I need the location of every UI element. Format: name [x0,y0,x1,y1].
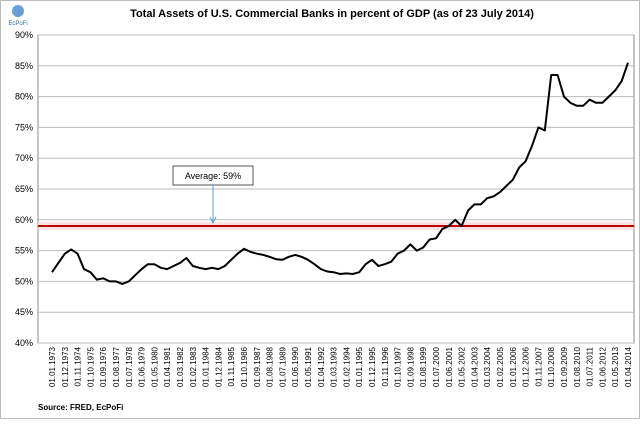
x-tick-label: 01.06.2012 [598,346,607,387]
x-tick-label: 01.10.2008 [547,346,556,387]
x-tick-label: 01.09.2009 [560,346,569,387]
x-tick-label: 01.05.2002 [458,346,467,387]
x-tick-label: 01.07.2011 [586,346,595,386]
y-tick-label: 65% [15,184,33,194]
y-tick-label: 85% [15,61,33,71]
x-tick-label: 01.07.2000 [432,346,441,387]
x-tick-label: 01.03.1993 [330,346,339,387]
x-tick-label: 01.04.2003 [470,346,479,387]
x-tick-label: 01.01.1973 [48,346,57,387]
x-tick-label: 01.04.1981 [163,346,172,387]
x-tick-label: 01.08.1988 [266,346,275,387]
x-tick-label: 01.08.2010 [573,346,582,387]
x-tick-label: 01.06.1990 [291,346,300,387]
x-tick-label: 01.02.1994 [342,346,351,387]
y-tick-label: 70% [15,153,33,163]
x-tick-label: 01.01.1995 [355,346,364,387]
data-line [51,62,629,285]
x-tick-label: 01.05.1980 [150,346,159,387]
x-tick-label: 01.12.1995 [368,346,377,387]
x-tick-label: 01.11.1974 [74,346,83,386]
x-tick-label: 01.12.1973 [61,346,70,387]
y-tick-label: 55% [15,246,33,256]
x-tick-label: 01.07.1989 [278,346,287,387]
y-tick-label: 90% [15,30,33,40]
x-tick-label: 01.09.1976 [99,346,108,387]
x-tick-label: 01.06.2001 [445,346,454,387]
y-tick-label: 45% [15,307,33,317]
x-tick-label: 01.05.2013 [611,346,620,387]
logo: EcPoFi [8,21,27,27]
source: Source: FRED, EcPoFi [38,403,123,412]
x-tick-label: 01.02.1983 [189,346,198,387]
x-tick-label: 01.03.2004 [483,346,492,387]
x-tick-label: 01.11.1985 [227,346,236,386]
x-tick-label: 01.12.1984 [214,346,223,387]
x-tick-label: 01.06.1979 [138,346,147,387]
x-tick-label: 01.09.1998 [406,346,415,387]
x-tick-label: 01.01.1984 [202,346,211,387]
x-tick-label: 01.11.1996 [381,346,390,386]
x-tick-label: 01.08.1977 [112,346,121,387]
annotation: Average: 59% [185,171,241,181]
y-tick-label: 75% [15,122,33,132]
x-tick-label: 01.11.2007 [534,346,543,386]
x-tick-label: 01.07.1978 [125,346,134,387]
y-tick-label: 80% [15,92,33,102]
logo-icon [12,5,24,17]
y-tick-label: 50% [15,276,33,286]
x-tick-label: 01.04.2014 [624,346,633,387]
x-tick-label: 01.01.2006 [509,346,518,387]
y-tick-label: 60% [15,215,33,225]
x-tick-label: 01.09.1987 [253,346,262,387]
x-tick-label: 01.03.1982 [176,346,185,387]
x-tick-label: 01.02.2005 [496,346,505,387]
annotation-arrowhead [209,216,217,225]
x-tick-label: 01.04.1992 [317,346,326,387]
y-tick-label: 40% [15,338,33,348]
x-tick-label: 01.08.1999 [419,346,428,387]
chart-title: Total Assets of U.S. Commercial Banks in… [130,8,534,20]
x-tick-label: 01.10.1975 [86,346,95,387]
x-tick-label: 01.05.1991 [304,346,313,387]
x-tick-label: 01.12.2006 [522,346,531,387]
x-tick-label: 01.10.1997 [394,346,403,387]
x-tick-label: 01.10.1986 [240,346,249,387]
